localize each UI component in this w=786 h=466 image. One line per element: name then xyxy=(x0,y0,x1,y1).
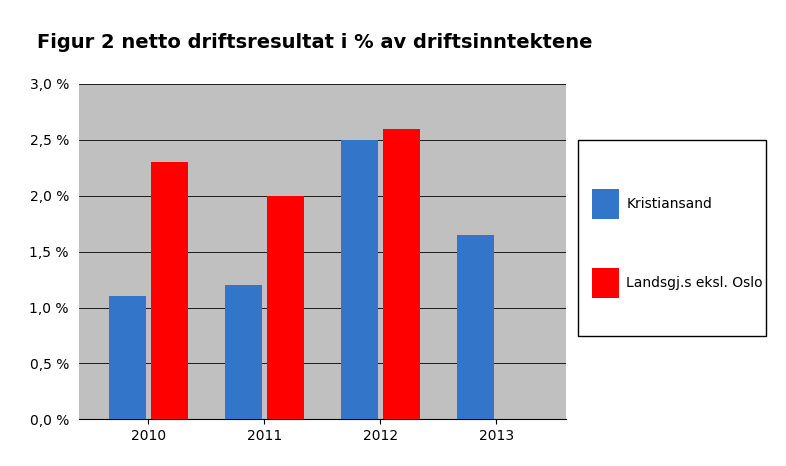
Bar xyxy=(225,285,262,419)
Bar xyxy=(108,296,146,419)
Bar xyxy=(341,140,378,419)
Bar xyxy=(383,129,420,419)
Bar xyxy=(266,196,303,419)
Bar xyxy=(457,235,494,419)
Text: Landsgj.s eksl. Oslo: Landsgj.s eksl. Oslo xyxy=(626,276,763,290)
Text: Kristiansand: Kristiansand xyxy=(626,197,712,211)
Bar xyxy=(151,162,188,419)
Text: Figur 2 netto driftsresultat i % av driftsinntektene: Figur 2 netto driftsresultat i % av drif… xyxy=(37,33,592,52)
